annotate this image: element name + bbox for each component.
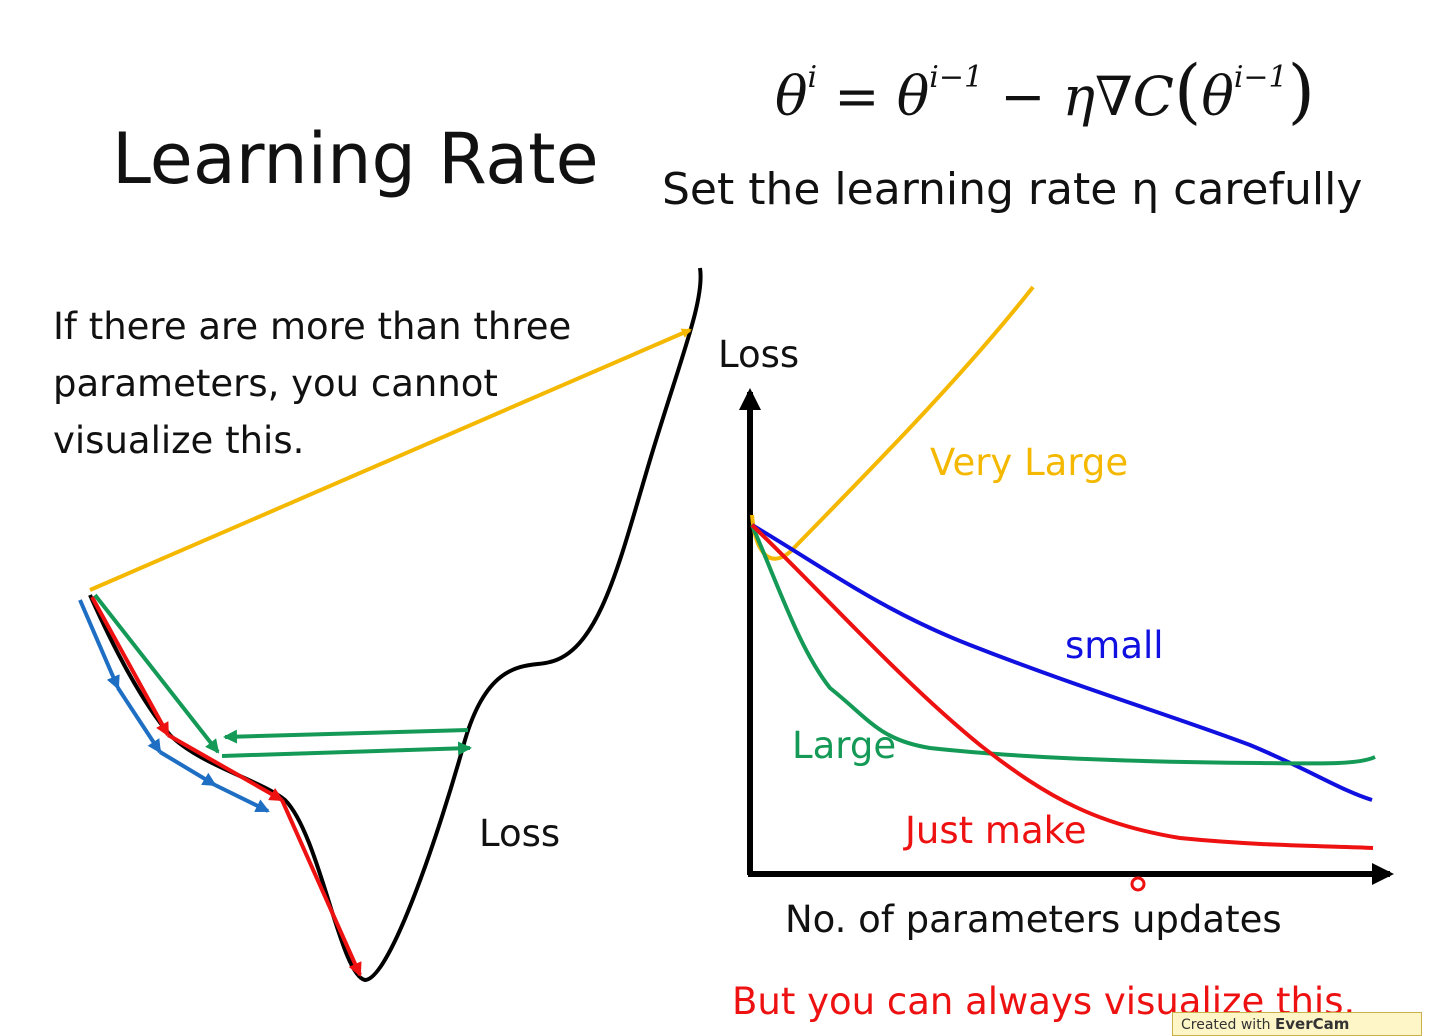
- large-step-arrow: [93, 593, 220, 754]
- just-make-step-arrow: [280, 799, 362, 977]
- series-large: [750, 524, 1376, 766]
- series-very-large: [750, 285, 1035, 561]
- series-just-make: [750, 523, 1374, 850]
- formula-minus: −: [983, 65, 1063, 128]
- small-step-arrow: [158, 750, 217, 787]
- small-step-arrow: [116, 686, 162, 754]
- formula-eta-grad: η∇C: [1062, 65, 1174, 128]
- series-small: [750, 523, 1373, 802]
- formula-lhs: θ: [775, 65, 808, 128]
- formula-equals: =: [817, 65, 897, 128]
- label-large: Large: [792, 724, 896, 767]
- just-make-step-arrow: [90, 596, 170, 737]
- formula-inner-sup: i−1: [1233, 60, 1288, 95]
- very-large-step-arrow: [89, 328, 692, 592]
- watermark-brand: EverCam: [1275, 1015, 1350, 1033]
- slide-title: Learning Rate: [112, 118, 599, 200]
- formula-inner: θ: [1201, 65, 1234, 128]
- large-step-arrow: [223, 728, 469, 744]
- update-formula: θi = θi−1 − η∇C(θi−1): [775, 50, 1315, 132]
- label-just-make: Just make: [903, 809, 1087, 852]
- label-small: small: [1065, 624, 1164, 667]
- loss-surface-curve: [88, 267, 703, 983]
- label-very-large: Very Large: [930, 441, 1128, 484]
- cursor-marker: [1130, 876, 1146, 892]
- left-loss-label: Loss: [479, 812, 561, 855]
- formula-lhs-sup: i: [807, 60, 818, 95]
- watermark-prefix: Created with: [1181, 1017, 1271, 1033]
- slide-subtitle: Set the learning rate η carefully: [662, 164, 1363, 215]
- x-axis-label: No. of parameters updates: [785, 898, 1282, 941]
- small-step-arrow: [214, 783, 270, 813]
- y-axis-label: Loss: [718, 333, 799, 376]
- formula-theta: θ: [896, 65, 930, 128]
- formula-lparen: (: [1174, 50, 1202, 132]
- just-make-step-arrow: [167, 733, 284, 802]
- large-step-arrow: [221, 741, 472, 758]
- formula-theta-sup: i−1: [929, 60, 984, 95]
- formula-rparen: ): [1287, 50, 1315, 132]
- small-step-arrow: [78, 599, 120, 690]
- visualization-note: If there are more than three parameters,…: [53, 305, 572, 462]
